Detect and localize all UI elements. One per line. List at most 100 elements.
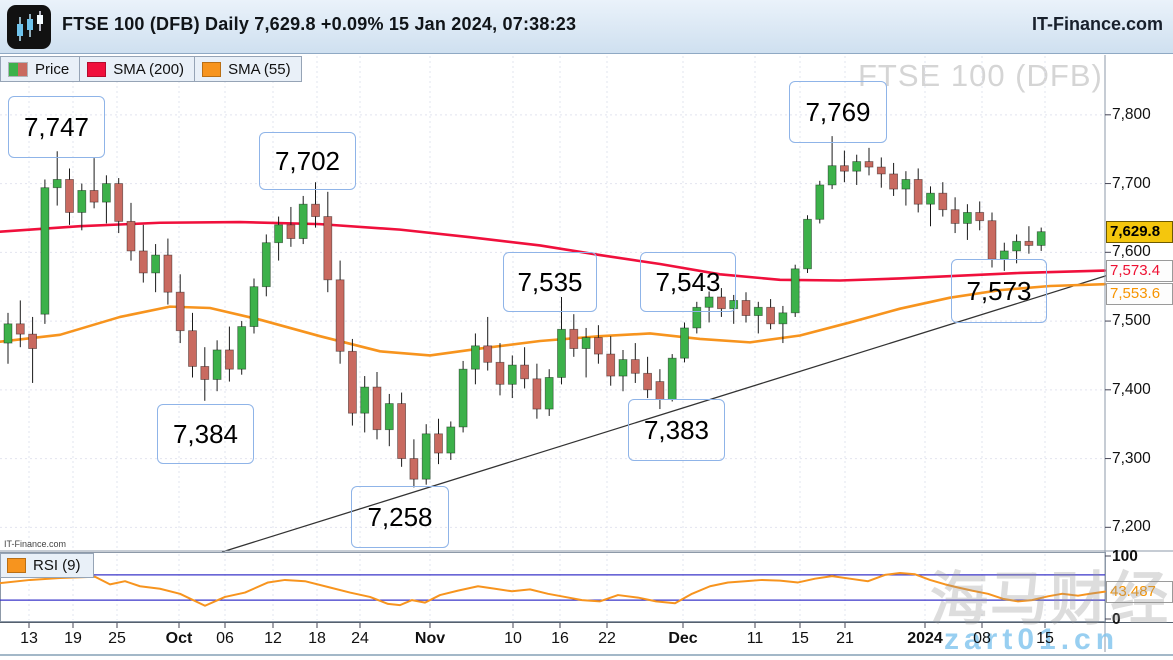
candle-body	[446, 426, 456, 454]
candle-body	[200, 366, 210, 380]
candle-body	[950, 209, 960, 224]
candle-body	[212, 349, 222, 380]
time-axis-label: 25	[108, 630, 126, 647]
rsi-axis-label: 0	[1112, 611, 1121, 628]
time-axis-label: 19	[64, 630, 82, 647]
legend-price-label: Price	[35, 60, 70, 78]
candle-body	[594, 337, 603, 355]
candle-body	[926, 192, 935, 205]
candle-body	[274, 224, 284, 244]
candle-body	[261, 242, 271, 288]
time-axis-label: 06	[216, 630, 234, 647]
candle-body	[188, 330, 197, 367]
price-axis-label: 7,800	[1112, 105, 1151, 123]
site-watermark: zart01.cn	[944, 623, 1120, 656]
candle-body	[114, 183, 124, 222]
price-swatch-icon	[8, 61, 28, 77]
price-annotation: 7,747	[8, 96, 105, 158]
candle-body	[840, 165, 849, 172]
candle-body	[1024, 240, 1034, 246]
candle-body	[655, 381, 665, 400]
candle-body	[680, 327, 689, 359]
candle-body	[778, 312, 788, 325]
time-axis-label: 16	[551, 630, 569, 647]
time-axis-label: 18	[308, 630, 326, 647]
candle-body	[458, 368, 468, 428]
price-annotation: 7,702	[259, 132, 356, 190]
candle-body	[298, 203, 308, 239]
rsi-value-tag: 43.487	[1106, 580, 1173, 603]
candle-body	[606, 353, 616, 377]
price-annotation: 7,258	[351, 486, 449, 548]
candle-body	[28, 333, 38, 349]
candle-body	[963, 212, 972, 224]
candle-body	[495, 361, 505, 385]
chart-title: FTSE 100 (DFB) Daily 7,629.8 +0.09% 15 J…	[62, 14, 577, 34]
candle-body	[249, 286, 259, 327]
candle-body	[532, 378, 542, 410]
price-legend: Price SMA (200) SMA (55)	[0, 56, 302, 82]
candle-body	[52, 179, 62, 189]
time-axis-label: Dec	[668, 630, 698, 647]
candle-body	[827, 165, 837, 186]
legend-item-sma55[interactable]: SMA (55)	[194, 56, 302, 82]
candle-body	[360, 386, 370, 414]
candle-body	[470, 345, 480, 370]
candle-body	[286, 224, 296, 239]
candle-body	[630, 359, 640, 374]
app-logo-icon[interactable]	[7, 5, 51, 49]
time-axis-label: 08	[973, 630, 991, 647]
price-axis-label: 7,500	[1112, 312, 1151, 330]
time-axis-label: Oct	[165, 630, 193, 647]
legend-item-price[interactable]: Price	[0, 56, 81, 82]
price-annotation: 7,535	[503, 252, 597, 312]
candle-body	[889, 173, 898, 190]
legend-sma200-label: SMA (200)	[113, 60, 185, 78]
candle-body	[692, 306, 702, 329]
candle-body	[901, 179, 911, 190]
sma200-swatch-icon	[87, 61, 107, 77]
candle-body	[483, 345, 493, 363]
trend-line	[221, 271, 1119, 553]
candle-body	[569, 328, 579, 349]
candle-body	[704, 296, 714, 308]
time-axis-label: 22	[598, 630, 616, 647]
candle-body	[852, 161, 862, 172]
time-axis-label: 12	[264, 630, 282, 647]
time-axis-label: 21	[836, 630, 854, 647]
candle-body	[384, 403, 394, 431]
price-annotation: 7,573	[951, 259, 1047, 323]
candle-body	[163, 254, 173, 293]
candle-body	[815, 184, 825, 220]
candle-body	[938, 192, 948, 211]
time-axis-label: 24	[351, 630, 369, 647]
price-annotation: 7,543	[640, 252, 736, 312]
candle-body	[15, 323, 25, 335]
candle-body	[790, 268, 800, 314]
candle-body	[876, 166, 886, 175]
brand-link[interactable]: IT-Finance.com	[1031, 14, 1163, 34]
candle-body	[520, 364, 529, 380]
price-axis-label: 7,300	[1112, 449, 1151, 467]
candle-body	[126, 220, 136, 252]
rsi-axis-label: 100	[1112, 548, 1138, 565]
corner-credit: IT-Finance.com	[4, 539, 67, 549]
chart-watermark: FTSE 100 (DFB)	[858, 58, 1103, 93]
candle-body	[999, 250, 1009, 260]
candle-body	[643, 372, 652, 391]
candle-body	[557, 328, 566, 378]
candle-body	[581, 337, 591, 349]
chinese-watermark: 海马财经	[930, 567, 1171, 632]
candle-body	[77, 190, 87, 213]
candle-body	[434, 433, 443, 454]
candle-body	[102, 183, 111, 203]
time-axis-label: Nov	[414, 630, 446, 647]
candle-body	[987, 220, 997, 260]
legend-item-sma200[interactable]: SMA (200)	[79, 56, 196, 82]
candle-body	[618, 359, 628, 377]
rsi-legend[interactable]: RSI (9)	[0, 553, 94, 578]
candle-body	[766, 306, 775, 325]
candle-body	[89, 190, 99, 203]
